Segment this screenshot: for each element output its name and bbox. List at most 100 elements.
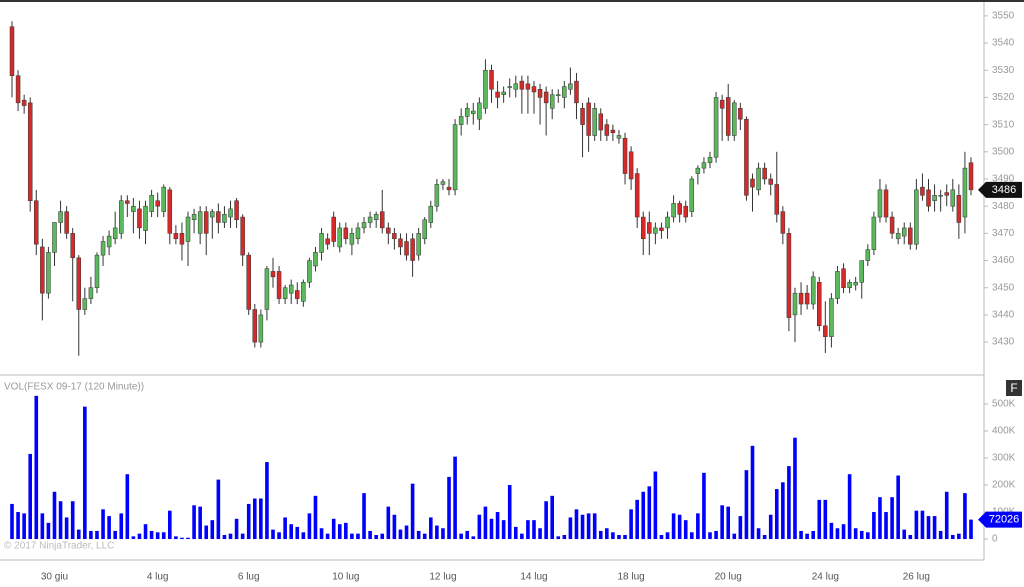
candle-body bbox=[34, 200, 39, 245]
volume-bar bbox=[817, 499, 822, 540]
volume-bar bbox=[750, 445, 755, 540]
candle-body bbox=[483, 69, 488, 109]
candle-body bbox=[823, 325, 828, 337]
y-tick-label: 3480 bbox=[992, 201, 1015, 212]
candle-body bbox=[301, 282, 306, 302]
candle-body bbox=[665, 216, 670, 229]
volume-bar bbox=[738, 516, 743, 540]
volume-bar bbox=[344, 522, 348, 540]
volume-bar bbox=[283, 517, 287, 540]
candle-body bbox=[762, 167, 767, 180]
candle-body bbox=[276, 271, 282, 299]
volume-bar bbox=[398, 529, 403, 540]
candle-body bbox=[556, 94, 561, 96]
volume-bar bbox=[526, 520, 530, 540]
volume-bar bbox=[659, 535, 664, 540]
candle-body bbox=[908, 227, 913, 245]
volume-bar bbox=[204, 525, 209, 540]
volume-bar bbox=[483, 506, 488, 540]
volume-bar bbox=[677, 514, 682, 540]
panel-button-label[interactable]: F bbox=[1010, 381, 1017, 395]
last-value-label: 72026 bbox=[989, 513, 1020, 525]
candle-body bbox=[119, 200, 124, 234]
volume-bar bbox=[174, 536, 178, 540]
volume-bar bbox=[629, 509, 633, 540]
last-value-label: 3486 bbox=[992, 184, 1016, 196]
volume-bar bbox=[501, 520, 506, 540]
candle-body bbox=[501, 91, 506, 95]
volume-bar bbox=[586, 513, 591, 540]
candle-body bbox=[647, 222, 652, 234]
candle-body bbox=[804, 292, 810, 305]
candle-body bbox=[477, 102, 482, 120]
panel-button[interactable] bbox=[1006, 380, 1022, 396]
candle-body bbox=[398, 238, 403, 248]
candle-body bbox=[216, 211, 221, 223]
volume-bar bbox=[410, 483, 415, 540]
volume-bar bbox=[920, 510, 925, 540]
volume-bar bbox=[22, 513, 26, 540]
y-tick-label: 3500 bbox=[992, 146, 1015, 157]
candle-body bbox=[634, 173, 640, 218]
candle-body bbox=[938, 195, 943, 197]
candle-body bbox=[786, 233, 792, 318]
candle-body bbox=[167, 189, 173, 234]
x-tick-label: 14 lug bbox=[520, 572, 547, 583]
volume-bar bbox=[198, 506, 202, 540]
candle-body bbox=[82, 298, 88, 310]
candle-body bbox=[428, 205, 434, 223]
volume-bar bbox=[252, 498, 257, 540]
candle-body bbox=[604, 124, 610, 136]
volume-bar bbox=[781, 482, 785, 540]
volume-bar bbox=[878, 497, 882, 540]
volume-bar bbox=[744, 470, 749, 540]
volume-bar bbox=[131, 536, 136, 540]
y-tick-label: 3440 bbox=[992, 310, 1015, 321]
volume-bar bbox=[507, 485, 512, 540]
candle-body bbox=[131, 205, 136, 212]
volume-bar bbox=[259, 498, 263, 540]
volume-bar bbox=[762, 535, 767, 540]
candle-body bbox=[628, 151, 634, 180]
volume-bar bbox=[562, 535, 567, 540]
candle-body bbox=[246, 254, 251, 310]
volume-bar bbox=[246, 503, 251, 540]
candle-body bbox=[343, 227, 349, 240]
candle-body bbox=[598, 113, 604, 131]
y-tick-label: 3540 bbox=[992, 38, 1015, 49]
candle-body bbox=[744, 118, 749, 196]
candle-body bbox=[373, 214, 379, 221]
candle-body bbox=[149, 195, 154, 212]
candle-body bbox=[222, 214, 227, 223]
x-tick-label: 26 lug bbox=[903, 572, 930, 583]
candle-body bbox=[677, 203, 682, 215]
candle-body bbox=[240, 216, 245, 256]
volume-bar bbox=[228, 533, 233, 540]
candle-body bbox=[889, 216, 895, 234]
volume-bar bbox=[89, 530, 93, 540]
candle-body bbox=[853, 282, 858, 286]
candle-body bbox=[507, 86, 512, 88]
candle-body bbox=[956, 195, 962, 223]
volume-bar bbox=[963, 493, 967, 540]
candle-body bbox=[531, 86, 537, 93]
candle-body bbox=[671, 203, 676, 218]
volume-bar bbox=[611, 532, 615, 540]
candle-body bbox=[683, 205, 688, 218]
volume-bar bbox=[137, 533, 142, 540]
volume-bar bbox=[811, 530, 815, 540]
volume-bar bbox=[641, 491, 646, 540]
volume-bar bbox=[714, 530, 718, 540]
candle-body bbox=[750, 178, 755, 188]
candle-body bbox=[446, 186, 452, 191]
copyright: © 2017 NinjaTrader, LLC bbox=[4, 541, 114, 552]
candle-body bbox=[871, 216, 877, 250]
candle-body bbox=[331, 216, 336, 242]
candle-body bbox=[586, 102, 591, 136]
volume-bar bbox=[95, 530, 99, 540]
candle-body bbox=[94, 254, 100, 288]
candle-body bbox=[798, 292, 804, 305]
y-tick-label: 3430 bbox=[992, 337, 1015, 348]
volume-bar bbox=[720, 505, 724, 540]
